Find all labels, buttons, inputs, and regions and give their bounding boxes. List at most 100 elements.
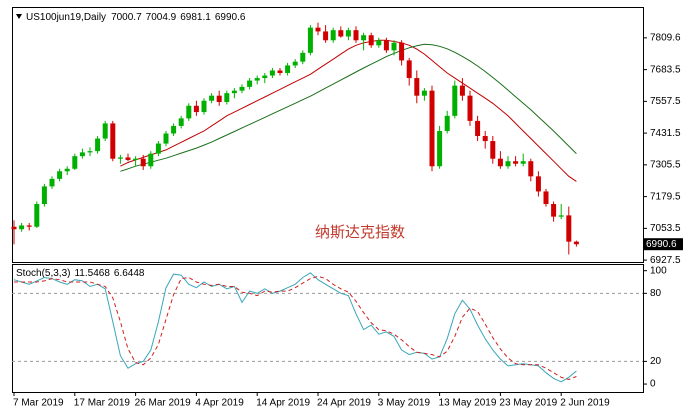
candle-body bbox=[573, 241, 579, 245]
header-close: 6990.6 bbox=[215, 12, 246, 23]
candle-body bbox=[292, 61, 298, 66]
x-tick-label: 23 May 2019 bbox=[499, 398, 557, 409]
stoch-header: Stoch(5,3,3) 11.5468 6.6448 bbox=[16, 268, 145, 279]
chart-header: US100jun19,Daily 7000.7 7004.9 6981.1 6990.6 bbox=[26, 12, 246, 23]
candle-body bbox=[64, 168, 70, 172]
candle-body bbox=[307, 27, 313, 53]
candle-body bbox=[87, 151, 93, 153]
header-high: 7004.9 bbox=[146, 12, 177, 23]
candle-body bbox=[406, 60, 412, 79]
candle-body bbox=[186, 105, 192, 119]
x-tick-label: 3 May 2019 bbox=[378, 398, 431, 409]
candle-body bbox=[26, 225, 32, 227]
candle-body bbox=[361, 35, 367, 41]
candle-body bbox=[505, 161, 511, 167]
x-tick-label: 7 Mar 2019 bbox=[13, 398, 64, 409]
candle-body bbox=[391, 42, 397, 51]
chart-title: US100jun19,Daily bbox=[26, 12, 106, 23]
candle-body bbox=[140, 158, 146, 167]
candle-body bbox=[315, 27, 321, 32]
stoch-panel bbox=[12, 264, 644, 393]
candle-body bbox=[323, 31, 329, 41]
candle-body bbox=[399, 42, 405, 61]
x-tick-label: 14 Apr 2019 bbox=[256, 398, 310, 409]
header-open: 7000.7 bbox=[111, 12, 142, 23]
candle-body bbox=[482, 136, 488, 142]
y-tick-label: 20 bbox=[650, 356, 662, 367]
candle-body bbox=[429, 90, 435, 167]
collapse-icon bbox=[16, 14, 22, 19]
stoch-signal-value: 6.6448 bbox=[114, 268, 145, 279]
candle-body bbox=[520, 161, 526, 164]
candle-body bbox=[247, 80, 253, 87]
candle-body bbox=[201, 100, 207, 113]
candle-body bbox=[285, 65, 291, 74]
y-tick-label: 7179.5 bbox=[650, 191, 681, 202]
candle-body bbox=[543, 191, 549, 205]
stoch-title: Stoch(5,3,3) bbox=[16, 268, 70, 279]
candle-body bbox=[148, 153, 154, 167]
candle-body bbox=[216, 95, 222, 102]
candle-body bbox=[49, 178, 55, 187]
candle-body bbox=[19, 225, 25, 230]
price-label-bg bbox=[643, 238, 683, 251]
price-label: 6990.6 bbox=[646, 239, 677, 250]
moving-average bbox=[120, 43, 577, 172]
candle-body bbox=[528, 161, 534, 177]
candle-body bbox=[452, 85, 458, 116]
candle-body bbox=[125, 157, 131, 160]
candle-body bbox=[133, 158, 139, 160]
candle-body bbox=[239, 86, 245, 91]
candle-body bbox=[444, 115, 450, 131]
candle-body bbox=[513, 161, 519, 164]
candle-body bbox=[490, 141, 496, 159]
candle-body bbox=[224, 93, 230, 102]
candle-body bbox=[95, 138, 101, 152]
candle-body bbox=[437, 130, 443, 167]
candle-body bbox=[497, 158, 503, 167]
candle-body bbox=[193, 105, 199, 113]
candle-body bbox=[277, 70, 283, 74]
candle-body bbox=[558, 215, 564, 217]
candle-body bbox=[368, 35, 374, 46]
candle-body bbox=[163, 133, 169, 144]
candle-body bbox=[34, 204, 40, 227]
y-tick-label: 7305.5 bbox=[650, 160, 681, 171]
y-tick-label: 7683.5 bbox=[650, 64, 681, 75]
candle-body bbox=[110, 123, 116, 159]
candle-body bbox=[376, 40, 382, 46]
candle-body bbox=[102, 123, 108, 139]
candle-body bbox=[269, 70, 275, 76]
header-low: 6981.1 bbox=[180, 12, 211, 23]
candle-body bbox=[209, 95, 215, 101]
candle-body bbox=[383, 40, 389, 51]
y-tick-label: 6927.5 bbox=[650, 255, 681, 266]
candle-body bbox=[300, 52, 306, 62]
candle-body bbox=[79, 152, 85, 157]
candle-body bbox=[459, 85, 465, 96]
candle-body bbox=[345, 30, 351, 37]
stoch-main-value: 11.5468 bbox=[74, 268, 110, 279]
candle-body bbox=[72, 156, 78, 169]
y-tick-label: 7809.6 bbox=[650, 32, 681, 43]
candle-body bbox=[262, 75, 268, 79]
candle-body bbox=[353, 30, 359, 41]
x-tick-label: 13 May 2019 bbox=[439, 398, 497, 409]
candle-body bbox=[535, 176, 541, 192]
candle-body bbox=[338, 30, 344, 37]
candle-body bbox=[155, 143, 161, 154]
y-tick-label: 7053.5 bbox=[650, 223, 681, 234]
x-tick-label: 26 Mar 2019 bbox=[135, 398, 192, 409]
x-tick-label: 2 Jun 2019 bbox=[560, 398, 610, 409]
candle-body bbox=[178, 118, 184, 126]
y-tick-label: 7431.5 bbox=[650, 128, 681, 139]
y-tick-label: 7557.5 bbox=[650, 96, 681, 107]
annotation: 纳斯达克指数 bbox=[315, 224, 405, 241]
x-tick-label: 24 Apr 2019 bbox=[317, 398, 371, 409]
price-panel bbox=[12, 7, 644, 263]
candle-body bbox=[41, 186, 47, 205]
candle-body bbox=[57, 171, 63, 179]
candle-body bbox=[414, 78, 420, 96]
